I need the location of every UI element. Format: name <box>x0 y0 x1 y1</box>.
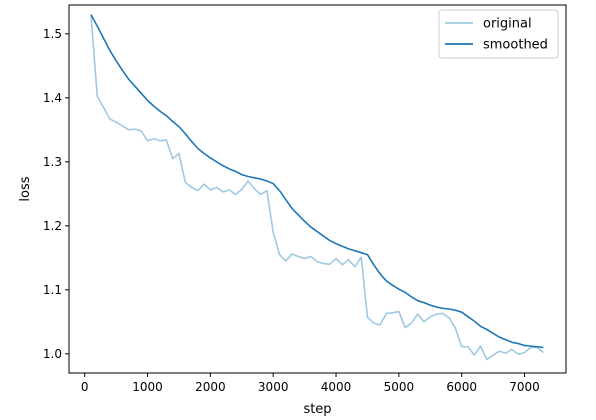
plot-area <box>90 14 544 361</box>
x-tick-label: 1000 <box>132 380 163 394</box>
x-axis-label: step <box>303 402 331 417</box>
series-line-original <box>90 14 544 361</box>
y-tick-label: 1.5 <box>43 27 62 41</box>
x-tick-label: 3000 <box>258 380 289 394</box>
y-tick-label: 1.0 <box>43 347 62 361</box>
y-tick-label: 1.4 <box>43 91 62 105</box>
x-tick-label: 6000 <box>446 380 477 394</box>
x-tick-label: 7000 <box>509 380 540 394</box>
x-tick-label: 5000 <box>384 380 415 394</box>
x-tick-label: 4000 <box>321 380 352 394</box>
series-line-smoothed <box>90 14 544 349</box>
y-tick-label: 1.2 <box>43 219 62 233</box>
x-tick-label: 0 <box>81 380 89 394</box>
legend-label-original: original <box>483 17 532 32</box>
y-tick-label: 1.1 <box>43 283 62 297</box>
axes: 0 1000 2000 3000 4000 5000 6000 7000 1.0 1.1 1.2 1.… <box>43 4 567 394</box>
y-tick-label: 1.3 <box>43 155 62 169</box>
x-tick-label: 2000 <box>195 380 226 394</box>
legend-box <box>438 9 559 59</box>
y-axis-label: loss <box>18 176 33 201</box>
legend: original smoothed <box>438 9 559 59</box>
plot-frame <box>68 4 567 374</box>
legend-label-smoothed: smoothed <box>483 38 548 53</box>
